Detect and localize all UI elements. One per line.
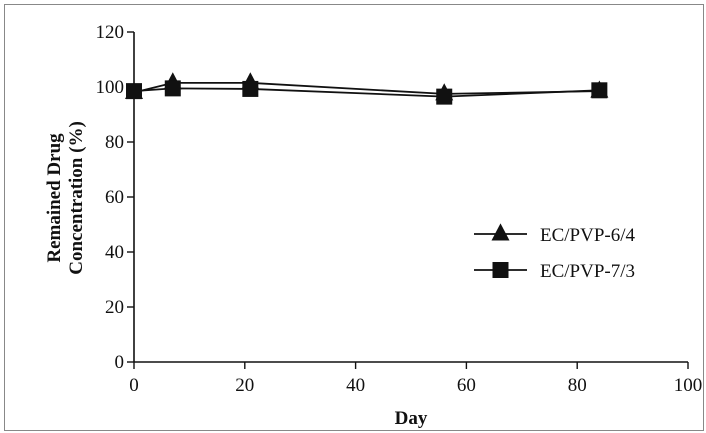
legend-label: EC/PVP-7/3 (540, 261, 635, 282)
x-tick-label: 0 (129, 375, 139, 396)
series-layer (125, 72, 609, 105)
data-point (242, 80, 259, 97)
y-tick-label: 40 (105, 242, 124, 263)
x-tick-label: 60 (457, 375, 476, 396)
legend-entry: EC/PVP-7/3 (474, 261, 635, 282)
legend-label: EC/PVP-6/4 (540, 225, 636, 246)
y-axis-title-line-2: Concentration (%) (66, 121, 87, 275)
x-tick-label: 40 (346, 375, 365, 396)
legend: EC/PVP-6/4 EC/PVP-7/3 (474, 223, 636, 282)
legend-marker (492, 262, 509, 278)
legend-entry: EC/PVP-6/4 (474, 223, 636, 246)
y-tick-label: 20 (105, 297, 124, 318)
y-tick-label: 0 (115, 352, 125, 373)
x-tick-label: 80 (568, 375, 587, 396)
data-point (164, 80, 181, 97)
chart-frame (4, 4, 704, 431)
data-point (591, 82, 608, 99)
x-tick-label: 20 (235, 375, 254, 396)
series-EC/PVP-6/4 (125, 72, 609, 101)
x-axis-title: Day (395, 408, 428, 429)
y-tick-label: 60 (105, 187, 124, 208)
y-axis-title-line-1: Remained Drug (44, 133, 65, 263)
legend-marker (491, 223, 510, 241)
y-tick-label: 100 (96, 77, 125, 98)
y-tick-label: 120 (96, 22, 125, 43)
data-point (436, 88, 453, 105)
y-tick-label: 80 (105, 132, 124, 153)
series-EC/PVP-7/3 (126, 80, 608, 105)
data-point (126, 83, 142, 100)
axes: 0 20 40 60 80 100 120 0 20 40 60 80 100 (96, 22, 703, 396)
x-tick-label: 100 (674, 375, 703, 396)
